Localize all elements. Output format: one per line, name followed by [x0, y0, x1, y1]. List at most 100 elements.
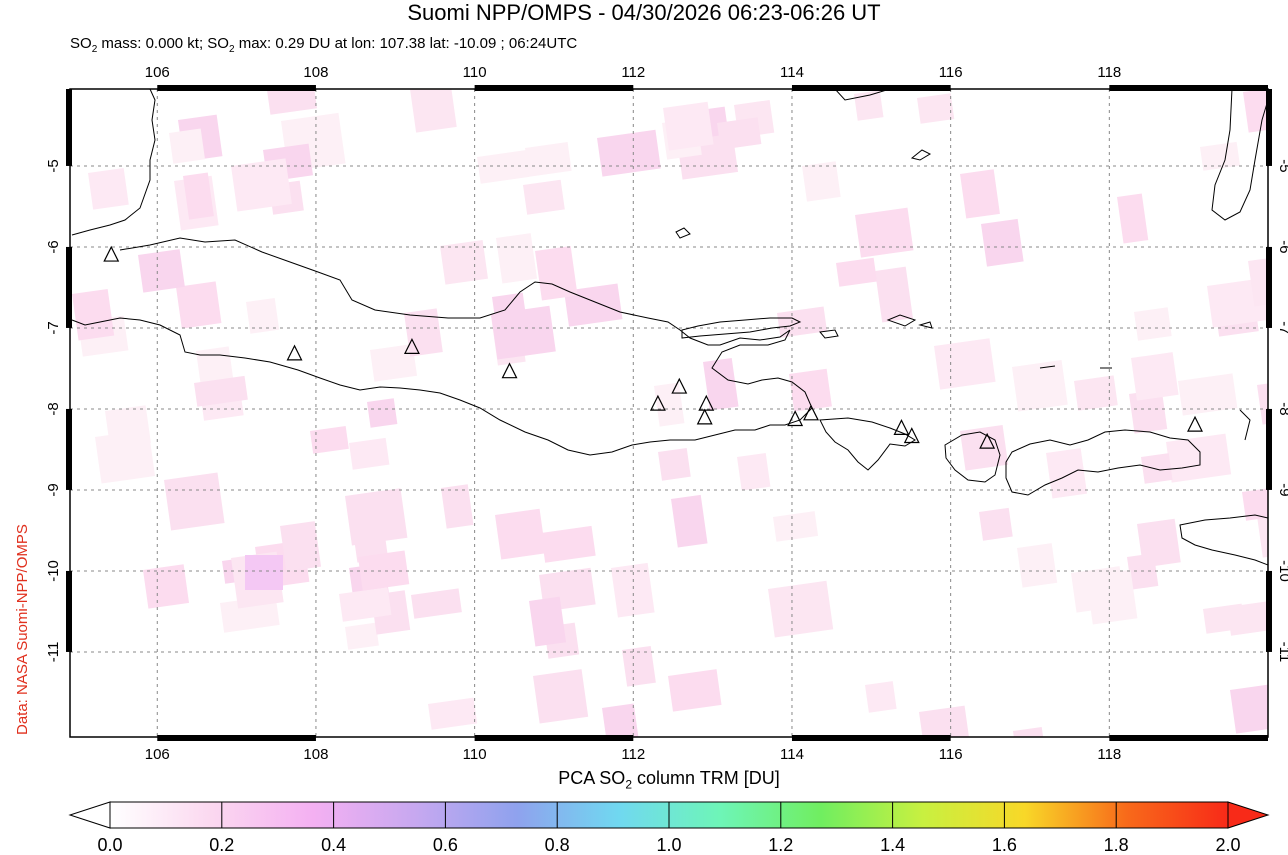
so2-pixel [1140, 453, 1173, 484]
colorbar-tick-label: 1.8 [1104, 835, 1129, 855]
frame-bar-left [66, 89, 72, 166]
lat-tick-label-left: -7 [45, 321, 62, 334]
so2-pixel [855, 207, 914, 258]
so2-pixel [71, 288, 115, 341]
so2-pixel [138, 249, 185, 293]
frame-bar-left [66, 570, 72, 652]
so2-pixel [917, 93, 955, 124]
volcano-icon [787, 410, 804, 427]
so2-pixel [658, 447, 691, 481]
so2-pixel [596, 129, 661, 177]
graticule [70, 89, 1268, 737]
lat-tick-label-right: -10 [1276, 560, 1288, 582]
frame-bar-bottom [1109, 735, 1268, 741]
coastline-java [71, 237, 813, 456]
lon-tick-label-bottom: 106 [145, 746, 170, 763]
coastline-sumbawa [1005, 429, 1201, 496]
frame-bar-right [1266, 408, 1272, 490]
so2-pixel [737, 452, 771, 491]
so2-pixel [87, 167, 129, 210]
chart-subtitle: SO2 mass: 0.000 kt; SO2 max: 0.29 DU at … [70, 35, 578, 55]
so2-pixel [919, 705, 970, 737]
lat-tick-label-left: -6 [45, 240, 62, 253]
so2-pixel [865, 681, 897, 713]
so2-pixel [339, 587, 392, 622]
lon-tick-label-top: 118 [1097, 64, 1121, 81]
so2-pixel [1178, 373, 1238, 416]
so2-pixel [523, 179, 565, 215]
so2-pixel [1241, 487, 1268, 521]
so2-pixel [245, 297, 280, 334]
so2-pixel [611, 562, 655, 618]
so2-pixel [476, 150, 530, 184]
so2-pixel [411, 588, 462, 619]
so2-pixel [168, 128, 206, 164]
lon-tick-label-bottom: 110 [463, 746, 487, 763]
volcano-icon [103, 245, 120, 262]
so2-pixel [525, 142, 572, 177]
so2-pixel [1017, 543, 1058, 588]
so2-pixel [441, 484, 474, 529]
so2-pixel [667, 669, 722, 712]
so2-pixel-max [245, 555, 283, 590]
so2-pixel [194, 375, 248, 407]
coastline-sumatra [71, 89, 156, 236]
axis-tick-labels: 106 106 108 108 110 110 112 112 114 114 116 116 118 1… [45, 64, 1288, 763]
so2-pixel [788, 368, 832, 412]
so2-pixel [853, 90, 884, 121]
so2-pixel [934, 338, 996, 390]
so2-pixel [494, 508, 546, 560]
frame-bar-top [1109, 85, 1268, 91]
volcano-icon [1187, 415, 1203, 432]
lat-tick-label-left: -11 [45, 642, 62, 663]
coastline-sumba [1179, 514, 1268, 566]
so2-pixel [440, 240, 489, 285]
so2-pixel [345, 622, 379, 650]
so2-pixel [345, 488, 408, 546]
so2-pixel [671, 494, 708, 548]
frame-bar-right [1266, 246, 1272, 328]
lon-tick-label-top: 106 [145, 64, 170, 81]
so2-pixel [1227, 598, 1268, 636]
so2-pixel [1137, 518, 1181, 568]
so2-pixel [1046, 448, 1088, 499]
so2-pixel [403, 308, 443, 357]
so2-pixel [773, 511, 819, 542]
volcano-icon [286, 344, 303, 361]
so2-pixel [529, 596, 567, 647]
frame-bar-top [474, 85, 634, 91]
so2-pixel [1166, 433, 1232, 483]
so2-pixel [367, 398, 398, 428]
colorbar-min-arrow [68, 801, 111, 829]
chart-title: Suomi NPP/OMPS - 04/30/2026 06:23-06:26 … [407, 0, 881, 25]
coastline-kalimantan [834, 89, 891, 101]
lon-tick-label-top: 108 [303, 64, 328, 81]
so2-pixel [1134, 307, 1172, 341]
so2-pixel [978, 507, 1013, 541]
so2-pixel [654, 382, 685, 427]
lon-tick-label-bottom: 112 [621, 746, 645, 763]
colorbar-tick-label: 0.4 [321, 835, 346, 855]
so2-pixel [105, 405, 151, 449]
coastline-islets [675, 227, 1251, 441]
so2-pixel [183, 172, 214, 220]
so2-pixel [491, 305, 556, 360]
lon-tick-label-bottom: 118 [1097, 746, 1121, 763]
volcano-icon [696, 408, 713, 425]
so2-pixel [1200, 141, 1240, 171]
volcano-icon [649, 394, 666, 411]
so2-pixel-layer [71, 89, 1268, 737]
colorbar: 0.0 0.2 0.4 0.6 0.8 1.0 1.2 1.4 1.6 1.8 2.0 [68, 801, 1270, 855]
coastline-sulawesi [1211, 89, 1268, 221]
so2-pixel [358, 550, 410, 591]
colorbar-tick-label: 0.0 [97, 835, 122, 855]
coastlines [71, 89, 1268, 566]
colorbar-tick-label: 1.2 [768, 835, 793, 855]
lat-tick-label-left: -5 [45, 159, 62, 172]
frame-bar-left [66, 246, 72, 328]
map-frame-ticks [66, 85, 1272, 741]
so2-pixel [1257, 377, 1268, 425]
lat-tick-label-left: -9 [45, 483, 62, 496]
frame-bar-bottom [474, 735, 634, 741]
